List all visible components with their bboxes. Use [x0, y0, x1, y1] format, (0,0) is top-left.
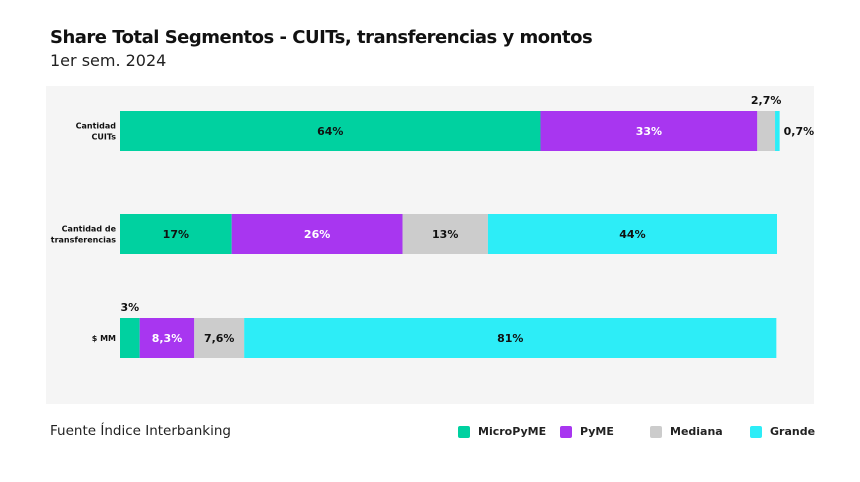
legend-swatch-micropyme: [458, 425, 470, 438]
data-label-micropyme: 17%: [163, 228, 189, 241]
category-label-line: transferencias: [51, 236, 116, 245]
category-label-line: $ MM: [92, 334, 116, 343]
category-label-line: Cantidad: [76, 122, 117, 131]
chart-legend: MicroPyME PyME Mediana Grande: [0, 425, 860, 443]
data-label-micropyme: 64%: [317, 125, 343, 138]
bar-pyme: [139, 318, 195, 358]
bar-grande: [244, 318, 777, 358]
data-label-grande: 0,7%: [784, 125, 814, 138]
data-label-grande: 44%: [619, 228, 645, 241]
data-label-mediana: 13%: [432, 228, 458, 241]
legend-swatch-pyme: [560, 425, 572, 438]
legend-label-pyme: PyME: [580, 425, 614, 438]
chart-subtitle: 1er sem. 2024: [50, 51, 167, 70]
data-label-grande: 81%: [497, 332, 523, 345]
chart-panel: Cantidad CUITs Cantidad de transferencias $ …: [46, 86, 814, 404]
bar-mediana: [402, 214, 488, 254]
data-label-mediana: 2,7%: [751, 94, 782, 107]
bar-pyme: [540, 111, 758, 151]
data-label-mediana: 7,6%: [204, 332, 235, 345]
bar-micropyme: [120, 318, 140, 358]
legend-item-pyme: PyME: [560, 425, 614, 438]
category-label-line: CUITs: [92, 133, 117, 142]
data-label-pyme: 26%: [304, 228, 330, 241]
bar-micropyme: [120, 214, 232, 254]
legend-label-micropyme: MicroPyME: [478, 425, 547, 438]
bar-pyme: [231, 214, 403, 254]
data-label-pyme: 33%: [636, 125, 662, 138]
category-label: Cantidad CUITs: [76, 122, 117, 142]
legend-item-micropyme: MicroPyME: [458, 425, 546, 438]
legend-label-grande: Grande: [770, 425, 816, 438]
legend-label-mediana: Mediana: [670, 425, 723, 438]
bar-micropyme: [120, 111, 541, 151]
category-label: Cantidad de transferencias: [51, 225, 117, 245]
legend-item-grande: Grande: [750, 425, 815, 438]
chart-title: Share Total Segmentos - CUITs, transfere…: [50, 27, 593, 48]
data-label-micropyme: 3%: [121, 301, 140, 314]
stacked-bar-chart: Cantidad CUITs Cantidad de transferencias $ …: [51, 94, 814, 358]
legend-item-mediana: Mediana: [650, 425, 723, 438]
legend-swatch-mediana: [650, 425, 662, 438]
legend-swatch-grande: [750, 425, 762, 438]
source-note: Fuente Índice Interbanking: [50, 423, 231, 439]
data-label-pyme: 8,3%: [152, 332, 183, 345]
bar-mediana: [194, 318, 245, 358]
category-label-line: Cantidad de: [62, 225, 117, 234]
bar-grande: [487, 214, 777, 254]
bar-mediana: [757, 111, 776, 151]
bar-grande: [775, 111, 780, 151]
category-label: $ MM: [92, 334, 116, 343]
